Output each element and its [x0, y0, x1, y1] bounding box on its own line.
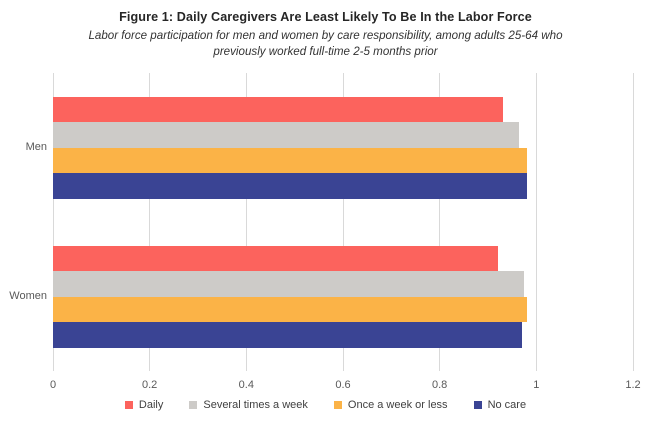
x-tick-label: 0 [49, 379, 57, 391]
gridline [439, 73, 441, 371]
x-tick-label: 0.8 [432, 379, 448, 391]
gridline [52, 73, 54, 371]
legend-swatch-icon [333, 401, 342, 409]
chart-subtitle-line2: previously worked full-time 2-5 months p… [213, 45, 438, 58]
legend-label: Once a week or less [347, 399, 448, 411]
bar [53, 322, 522, 348]
x-tick-label: 1.2 [625, 379, 641, 391]
bar [53, 122, 520, 148]
x-tick-label: 0.2 [142, 379, 158, 391]
legend-label: Daily [138, 399, 164, 411]
legend-item: No care [473, 399, 527, 411]
legend-swatch-icon [189, 401, 198, 409]
x-tick-label: 0.4 [238, 379, 254, 391]
gridline [245, 73, 247, 371]
gridline [535, 73, 537, 371]
category-label: Men [25, 140, 47, 153]
plot-area: 0 0.2 0.4 0.6 0.8 1 1.2 Men Women [9, 73, 641, 391]
category-label: Women [9, 289, 47, 302]
legend-label: No care [487, 399, 527, 411]
legend-label: Several times a week [203, 399, 308, 411]
bar [53, 245, 498, 271]
x-tick-label: 1 [533, 379, 540, 391]
legend-swatch-icon [473, 401, 482, 409]
gridline [632, 73, 634, 371]
gridline [149, 73, 151, 371]
legend-swatch-icon [124, 401, 133, 409]
bar [53, 147, 527, 173]
bar [53, 173, 527, 199]
chart-title: Figure 1: Daily Caregivers Are Least Lik… [119, 10, 532, 24]
legend-item: Once a week or less [333, 399, 448, 411]
chart-subtitle-line1: Labor force participation for men and wo… [88, 29, 563, 42]
gridline [342, 73, 344, 371]
bar [53, 96, 503, 122]
legend: Daily Several times a week Once a week or … [0, 399, 651, 411]
bar [53, 271, 525, 297]
legend-item: Daily [124, 399, 164, 411]
legend-item: Several times a week [189, 399, 308, 411]
chart-subtitle: Labor force participation for men and wo… [0, 28, 651, 60]
x-tick-label: 0.6 [335, 379, 351, 391]
bar [53, 296, 527, 322]
